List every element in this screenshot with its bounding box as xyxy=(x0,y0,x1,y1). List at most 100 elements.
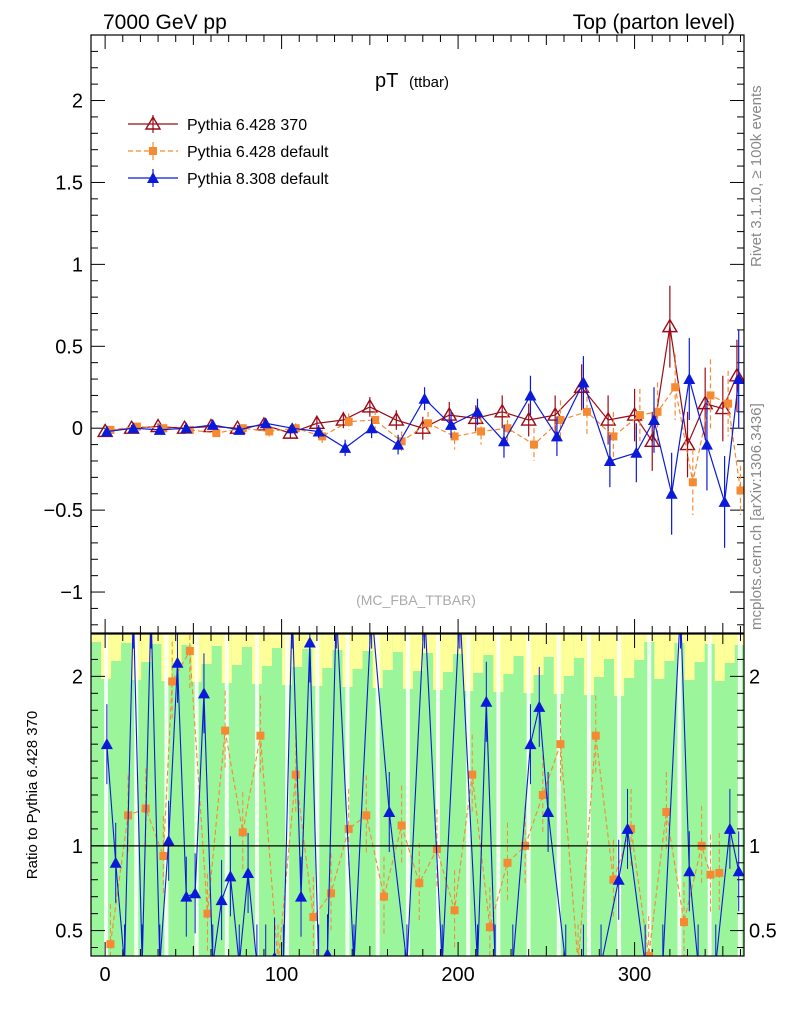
data-point xyxy=(392,438,405,450)
ratio-y-tick-label-right: 0.5 xyxy=(749,921,777,943)
data-point xyxy=(671,383,680,392)
data-point xyxy=(467,409,484,425)
data-point xyxy=(100,425,113,437)
ratio-yellow-band xyxy=(111,634,122,661)
data-point xyxy=(635,411,644,420)
data-point xyxy=(206,418,219,430)
ratio-point xyxy=(556,740,565,749)
ratio-yellow-band xyxy=(624,634,635,678)
ratio-y-tick-label-left: 0.5 xyxy=(55,921,83,943)
header-left: 7000 GeV pp xyxy=(103,11,227,34)
ratio-yellow-band xyxy=(262,634,273,666)
ratio-point xyxy=(189,887,202,899)
ratio-point xyxy=(362,811,371,820)
data-point xyxy=(441,406,458,421)
ratio-yellow-band xyxy=(473,634,484,673)
ratio-point xyxy=(489,958,501,969)
ratio-point xyxy=(723,822,736,834)
ratio-point xyxy=(710,958,722,969)
ratio-point xyxy=(303,636,316,648)
ratio-yellow-band xyxy=(121,634,132,643)
ratio-point xyxy=(348,958,360,969)
ratio-white-gap xyxy=(134,634,139,956)
data-point xyxy=(724,399,733,408)
ratio-green-band xyxy=(91,634,744,956)
ratio-point xyxy=(185,646,194,655)
ratio-white-gap xyxy=(315,634,320,956)
legend-marker xyxy=(144,115,162,130)
data-point xyxy=(679,436,696,451)
data-point xyxy=(688,478,697,487)
legend-label: Pythia 6.428 default xyxy=(187,144,329,161)
ratio-yellow-band xyxy=(533,634,544,675)
data-point xyxy=(344,417,353,426)
ratio-yellow-band xyxy=(563,634,574,676)
ratio-point xyxy=(591,731,600,740)
data-point xyxy=(238,424,247,433)
data-point xyxy=(736,486,744,495)
ratio-yellow-band xyxy=(513,634,524,656)
data-point xyxy=(153,423,166,435)
plot-title: pT xyxy=(375,70,398,92)
ratio-yellow-band xyxy=(664,634,675,661)
ratio-yellow-band xyxy=(272,634,283,648)
ratio-yellow-band xyxy=(443,634,454,672)
ratio-point xyxy=(612,873,625,885)
data-point xyxy=(365,422,378,434)
data-point xyxy=(630,446,643,458)
data-point xyxy=(718,495,731,507)
x-tick-label: 200 xyxy=(441,964,474,986)
ratio-point xyxy=(256,731,265,740)
analysis-watermark: (MC_FBA_TTBAR) xyxy=(356,592,476,608)
data-point xyxy=(493,403,511,418)
ratio-white-gap xyxy=(496,634,501,956)
ratio-point xyxy=(197,687,210,699)
ratio-white-gap xyxy=(556,634,561,956)
rivet-version-label: Rivet 3.1.10, ≥ 100k events xyxy=(748,85,765,267)
data-point xyxy=(259,417,272,429)
ratio-yellow-band xyxy=(714,634,725,681)
ratio-point xyxy=(221,726,230,735)
ratio-yellow-band xyxy=(724,634,735,663)
ratio-point xyxy=(503,858,512,867)
ratio-point xyxy=(524,738,537,750)
data-point xyxy=(653,407,662,416)
data-point xyxy=(577,376,590,388)
ratio-point xyxy=(238,828,247,837)
data-point xyxy=(233,423,246,435)
data-point xyxy=(550,430,563,442)
main-plot: pT (ttbar) (MC_FBA_TTBAR) −1 −0.5 0 0.5 1 1.5… xyxy=(44,34,745,634)
ratio-point xyxy=(344,824,353,833)
ratio-point xyxy=(679,918,688,927)
data-point xyxy=(647,414,660,426)
ratio-point xyxy=(309,913,318,922)
ratio-yellow-band xyxy=(593,634,604,677)
y-tick-label: 0.5 xyxy=(55,336,83,358)
data-point xyxy=(497,435,510,447)
ratio-point xyxy=(330,603,342,614)
data-point xyxy=(529,440,538,449)
ratio-yellow-band xyxy=(684,634,695,680)
plot-title-sub: (ttbar) xyxy=(409,74,449,91)
ratio-point xyxy=(233,958,245,969)
data-point xyxy=(556,416,565,425)
ratio-yellow-band xyxy=(694,634,705,662)
ratio-yellow-band xyxy=(352,634,363,669)
ratio-point xyxy=(106,940,115,949)
ratio-yellow-band xyxy=(483,634,494,655)
x-tick-label: 0 xyxy=(100,964,111,986)
series-line xyxy=(110,385,742,491)
data-point xyxy=(599,411,617,426)
ratio-point xyxy=(674,603,686,614)
data-point xyxy=(424,419,433,428)
ratio-point xyxy=(168,677,177,686)
data-point xyxy=(546,406,564,421)
series-2 xyxy=(100,329,744,548)
data-point xyxy=(159,424,168,433)
y-tick-label: 0 xyxy=(72,418,83,440)
ratio-point xyxy=(215,894,228,906)
ratio-point xyxy=(203,909,212,918)
ratio-point xyxy=(560,958,572,969)
ratio-yellow-band xyxy=(292,634,303,667)
